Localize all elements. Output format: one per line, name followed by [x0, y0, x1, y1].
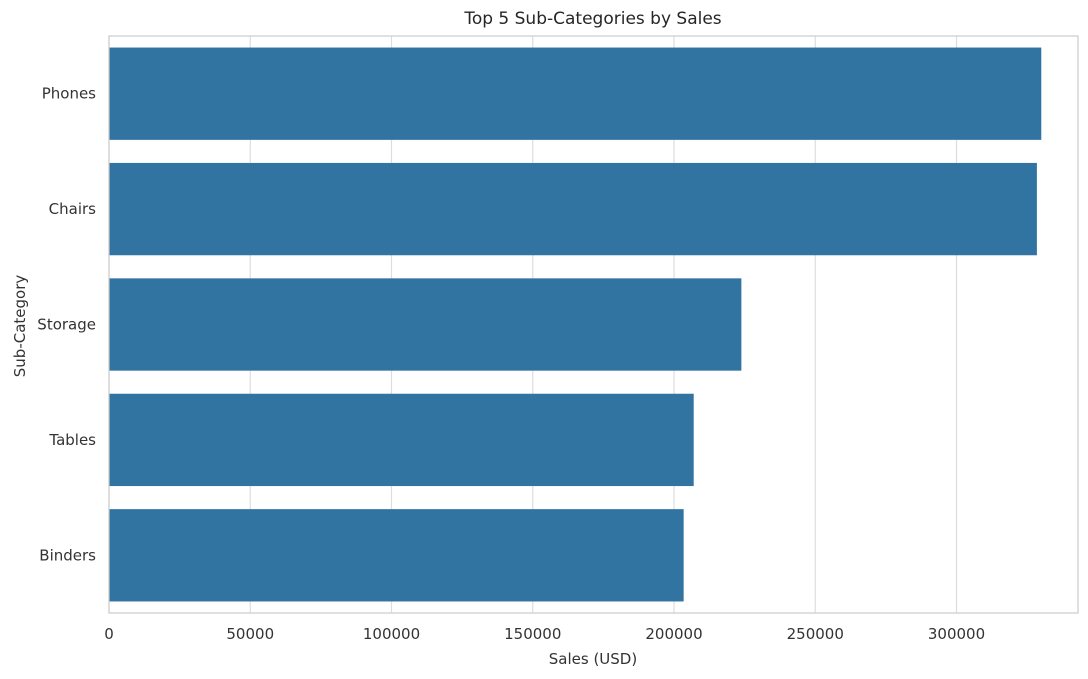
x-tick-labels: 0 50000 100000 150000 200000 250000 300000 [104, 625, 985, 643]
y-tick-label: Phones [42, 85, 96, 103]
x-axis-label: Sales (USD) [549, 650, 637, 668]
y-tick-label: Tables [48, 431, 96, 449]
x-tick-label: 200000 [645, 625, 702, 643]
x-tick-label: 100000 [363, 625, 420, 643]
bars-layer [109, 47, 1042, 602]
y-tick-label: Storage [37, 316, 96, 334]
bar-storage [109, 278, 742, 371]
y-tick-labels: Phones Chairs Storage Tables Binders [37, 85, 96, 565]
x-tick-label: 150000 [504, 625, 561, 643]
x-tick-label: 300000 [928, 625, 985, 643]
x-tick-label: 250000 [787, 625, 844, 643]
bar-binders [109, 509, 684, 602]
x-tick-label: 50000 [226, 625, 274, 643]
spines-layer [108, 35, 1079, 614]
x-tick-label: 0 [104, 625, 114, 643]
y-axis-label: Sub-Category [11, 275, 29, 378]
bar-phones [109, 47, 1042, 140]
chart-title: Top 5 Sub-Categories by Sales [463, 9, 721, 29]
y-tick-label: Chairs [49, 200, 97, 218]
y-tick-label: Binders [39, 546, 96, 564]
plot-frame [108, 35, 1079, 614]
bar-chairs [109, 162, 1037, 256]
bar-tables [109, 393, 694, 487]
